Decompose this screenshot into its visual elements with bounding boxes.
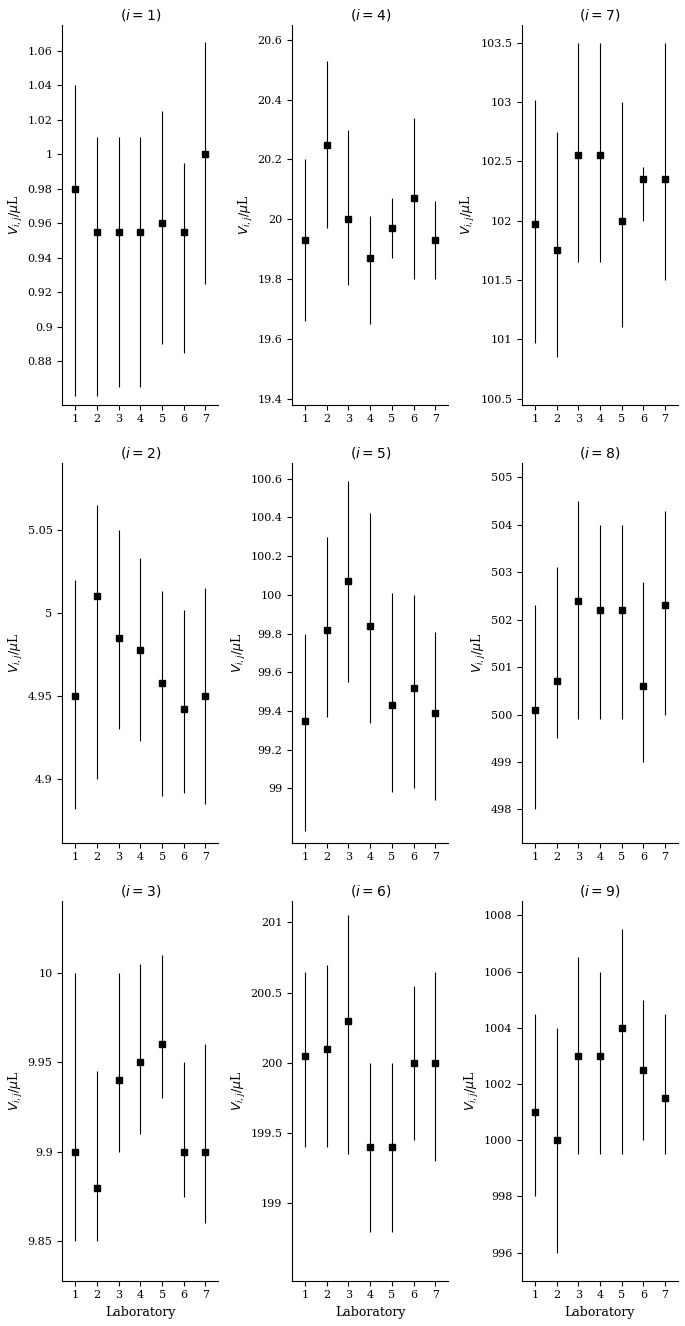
- Title: $(i = 3)$: $(i = 3)$: [120, 883, 161, 899]
- Y-axis label: $V_{i,j}/\mu$L: $V_{i,j}/\mu$L: [460, 195, 477, 235]
- Title: $(i = 9)$: $(i = 9)$: [580, 883, 621, 899]
- Y-axis label: $V_{i,j}/\mu$L: $V_{i,j}/\mu$L: [229, 1071, 247, 1111]
- X-axis label: Laboratory: Laboratory: [335, 1306, 406, 1319]
- Y-axis label: $V_{i,j}/\mu$L: $V_{i,j}/\mu$L: [470, 633, 488, 674]
- Title: $(i = 7)$: $(i = 7)$: [580, 7, 621, 23]
- X-axis label: Laboratory: Laboratory: [105, 1306, 175, 1319]
- Title: $(i = 1)$: $(i = 1)$: [120, 7, 161, 23]
- Y-axis label: $V_{i,j}/\mu$L: $V_{i,j}/\mu$L: [229, 633, 247, 674]
- Title: $(i = 6)$: $(i = 6)$: [349, 883, 391, 899]
- Title: $(i = 2)$: $(i = 2)$: [120, 446, 161, 461]
- Title: $(i = 4)$: $(i = 4)$: [349, 7, 391, 23]
- X-axis label: Laboratory: Laboratory: [564, 1306, 635, 1319]
- Title: $(i = 8)$: $(i = 8)$: [580, 446, 621, 461]
- Y-axis label: $V_{i,j}/\mu$L: $V_{i,j}/\mu$L: [7, 633, 25, 674]
- Y-axis label: $V_{i,j}/\mu$L: $V_{i,j}/\mu$L: [237, 195, 255, 235]
- Y-axis label: $V_{i,j}/\mu$L: $V_{i,j}/\mu$L: [7, 1071, 25, 1111]
- Y-axis label: $V_{i,j}/\mu$L: $V_{i,j}/\mu$L: [7, 195, 25, 235]
- Y-axis label: $V_{i,j}/\mu$L: $V_{i,j}/\mu$L: [463, 1071, 481, 1111]
- Title: $(i = 5)$: $(i = 5)$: [349, 446, 391, 461]
